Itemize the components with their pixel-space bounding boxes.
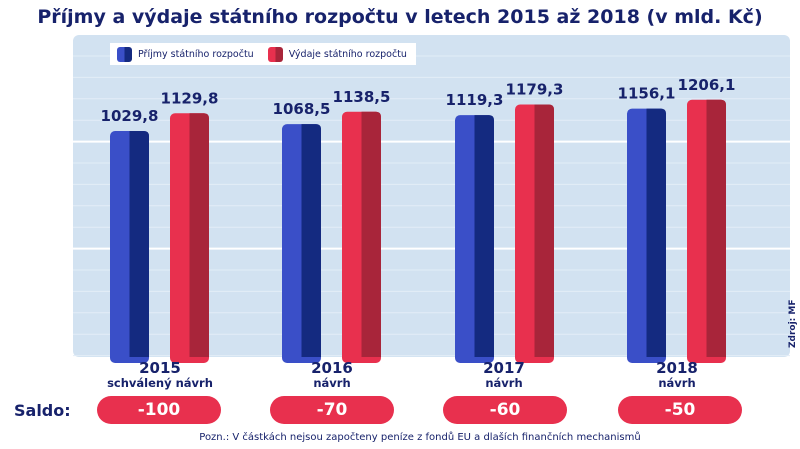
- category-sublabel: schválený návrh: [107, 376, 213, 390]
- data-label: 1179,3: [506, 81, 564, 99]
- saldo-2018: -50: [618, 396, 742, 424]
- saldo-2016: -70: [270, 396, 394, 424]
- data-label: 1138,5: [333, 88, 391, 106]
- data-label: 1129,8: [161, 89, 219, 107]
- category-year: 2018: [656, 359, 698, 377]
- saldo-2017: -60: [443, 396, 567, 424]
- footnote: Pozn.: V částkách nejsou započteny peníz…: [199, 432, 641, 443]
- data-label: 1206,1: [678, 76, 736, 94]
- legend-swatch-prijmy: [117, 46, 132, 62]
- plot-background: [73, 35, 790, 357]
- category-sublabel: návrh: [313, 376, 351, 390]
- bar-vydaje-2015: [170, 113, 209, 363]
- bar-prijmy-2018: [627, 108, 666, 363]
- source-label: Zdroj: MF: [788, 299, 798, 348]
- data-label: 1119,3: [446, 91, 504, 109]
- bar-prijmy-2016: [282, 124, 321, 363]
- category-sublabel: návrh: [658, 376, 696, 390]
- chart-title: Příjmy a výdaje státního rozpočtu v lete…: [37, 6, 763, 28]
- category-2015: 2015 schválený návrh: [80, 361, 240, 391]
- category-sublabel: návrh: [485, 376, 523, 390]
- bar-vydaje-2018: [687, 99, 726, 364]
- category-year: 2017: [483, 359, 525, 377]
- bar-vydaje-2017: [515, 104, 554, 363]
- bar-prijmy-2017: [455, 115, 494, 363]
- data-label: 1068,5: [273, 100, 331, 118]
- category-2016: 2016 návrh: [252, 361, 412, 391]
- category-2017: 2017 návrh: [424, 361, 584, 391]
- bar-vydaje-2016: [342, 111, 381, 363]
- legend-label-vydaje: Výdaje státního rozpočtu: [288, 48, 407, 60]
- category-2018: 2018 návrh: [597, 361, 757, 391]
- saldo-2015: -100: [97, 396, 221, 424]
- legend-swatch-vydaje: [267, 46, 283, 62]
- category-year: 2015: [139, 359, 181, 377]
- data-label: 1156,1: [618, 85, 676, 103]
- legend: Příjmy státního rozpočtu Výdaje státního…: [110, 43, 416, 65]
- category-year: 2016: [311, 359, 353, 377]
- legend-label-prijmy: Příjmy státního rozpočtu: [138, 48, 254, 60]
- bar-prijmy-2015: [110, 131, 149, 363]
- saldo-label: Saldo:: [14, 401, 71, 420]
- data-label: 1029,8: [101, 107, 159, 125]
